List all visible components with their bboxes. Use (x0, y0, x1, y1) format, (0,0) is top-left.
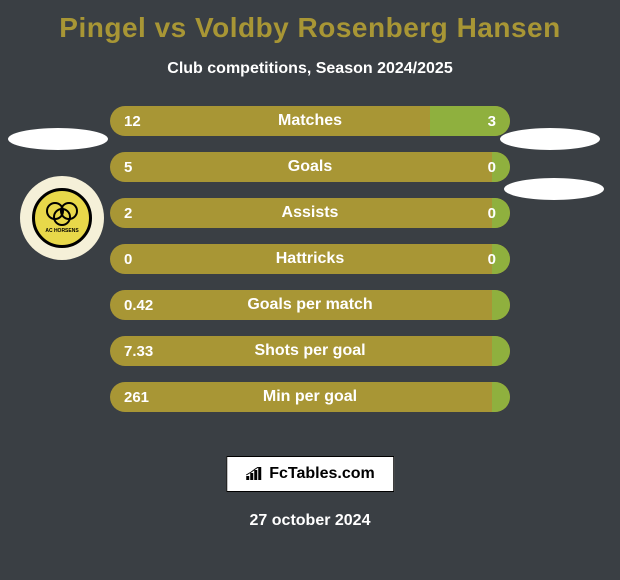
club-logo-rings-icon (46, 202, 78, 226)
stat-right-value: 3 (488, 113, 496, 130)
comparison-container: Pingel vs Voldby Rosenberg Hansen Club c… (0, 0, 620, 580)
stat-bar-min-per-goal: 261 Min per goal (110, 382, 510, 412)
stat-bar-matches: 12 Matches 3 (110, 106, 510, 136)
page-title: Pingel vs Voldby Rosenberg Hansen (0, 0, 620, 44)
stat-right-value: 0 (488, 251, 496, 268)
stat-bar-shots-per-goal: 7.33 Shots per goal (110, 336, 510, 366)
stat-bar-goals: 5 Goals 0 (110, 152, 510, 182)
chart-icon (245, 467, 263, 481)
player-right-placeholder-2 (504, 178, 604, 200)
stat-label: Min per goal (110, 388, 510, 406)
stat-bar-goals-per-match: 0.42 Goals per match (110, 290, 510, 320)
stat-bar-assists: 2 Assists 0 (110, 198, 510, 228)
subtitle: Club competitions, Season 2024/2025 (0, 60, 620, 78)
stat-label: Shots per goal (110, 342, 510, 360)
stat-label: Goals per match (110, 296, 510, 314)
stat-right-value: 0 (488, 159, 496, 176)
stat-label: Matches (110, 112, 510, 130)
stat-bar-hattricks: 0 Hattricks 0 (110, 244, 510, 274)
footer-date: 27 october 2024 (250, 512, 371, 530)
club-logo-inner: AC HORSENS (32, 188, 92, 248)
watermark[interactable]: FcTables.com (226, 456, 394, 492)
club-logo-text: AC HORSENS (45, 228, 78, 234)
player-right-placeholder-1 (500, 128, 600, 150)
club-logo-left: AC HORSENS (20, 176, 104, 260)
stat-label: Assists (110, 204, 510, 222)
stat-label: Goals (110, 158, 510, 176)
player-left-placeholder (8, 128, 108, 150)
stat-label: Hattricks (110, 250, 510, 268)
stat-right-value: 0 (488, 205, 496, 222)
stats-area: 12 Matches 3 5 Goals 0 2 Assists 0 0 Hat… (0, 106, 620, 412)
watermark-text: FcTables.com (269, 465, 375, 483)
